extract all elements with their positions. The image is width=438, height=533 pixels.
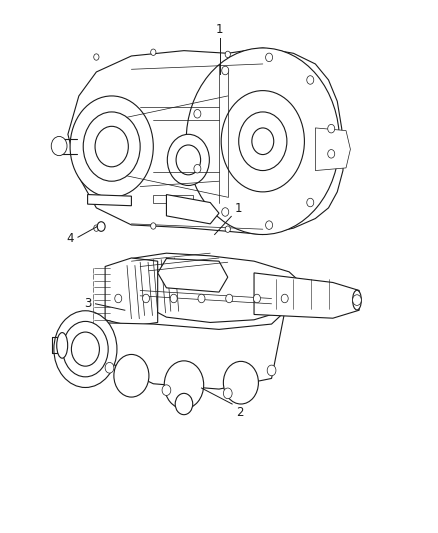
- Circle shape: [114, 354, 149, 397]
- Circle shape: [194, 109, 201, 118]
- Circle shape: [222, 66, 229, 75]
- Circle shape: [167, 134, 209, 185]
- Polygon shape: [315, 128, 350, 171]
- Circle shape: [105, 362, 114, 373]
- Polygon shape: [158, 259, 228, 292]
- Circle shape: [170, 294, 177, 303]
- Circle shape: [186, 48, 339, 235]
- Circle shape: [142, 294, 149, 303]
- Polygon shape: [166, 195, 219, 224]
- Text: 1: 1: [234, 202, 242, 215]
- Circle shape: [221, 91, 304, 192]
- Circle shape: [94, 225, 99, 231]
- Circle shape: [151, 49, 156, 55]
- Circle shape: [164, 361, 204, 409]
- Circle shape: [151, 223, 156, 229]
- Circle shape: [162, 385, 171, 395]
- Circle shape: [94, 54, 99, 60]
- Polygon shape: [72, 336, 107, 357]
- Text: 4: 4: [66, 232, 74, 245]
- Circle shape: [254, 294, 261, 303]
- Circle shape: [194, 165, 201, 173]
- Polygon shape: [88, 195, 131, 206]
- Circle shape: [265, 53, 272, 62]
- Circle shape: [70, 96, 153, 197]
- Circle shape: [265, 221, 272, 229]
- Text: 1: 1: [216, 23, 224, 36]
- Circle shape: [222, 208, 229, 216]
- Circle shape: [226, 294, 233, 303]
- Polygon shape: [105, 258, 158, 326]
- Circle shape: [175, 393, 193, 415]
- Circle shape: [252, 128, 274, 155]
- Circle shape: [328, 150, 335, 158]
- Circle shape: [71, 332, 99, 366]
- Circle shape: [83, 112, 140, 181]
- Polygon shape: [254, 273, 359, 318]
- Text: 2: 2: [236, 406, 243, 418]
- Circle shape: [307, 76, 314, 84]
- Circle shape: [225, 226, 230, 232]
- Circle shape: [225, 51, 230, 58]
- Polygon shape: [110, 253, 307, 322]
- Circle shape: [198, 294, 205, 303]
- Circle shape: [267, 365, 276, 376]
- Polygon shape: [88, 312, 285, 389]
- Circle shape: [115, 294, 122, 303]
- Polygon shape: [153, 195, 193, 203]
- Circle shape: [223, 361, 258, 404]
- Circle shape: [51, 136, 67, 156]
- Circle shape: [176, 145, 201, 175]
- Circle shape: [353, 295, 361, 305]
- Ellipse shape: [353, 290, 361, 310]
- Circle shape: [239, 112, 287, 171]
- Circle shape: [63, 321, 108, 377]
- Circle shape: [223, 388, 232, 399]
- Ellipse shape: [57, 333, 67, 358]
- Polygon shape: [68, 48, 344, 235]
- Circle shape: [54, 311, 117, 387]
- Circle shape: [281, 294, 288, 303]
- Circle shape: [307, 198, 314, 207]
- Circle shape: [328, 124, 335, 133]
- Text: 3: 3: [85, 297, 92, 310]
- Circle shape: [95, 126, 128, 167]
- Circle shape: [97, 222, 105, 231]
